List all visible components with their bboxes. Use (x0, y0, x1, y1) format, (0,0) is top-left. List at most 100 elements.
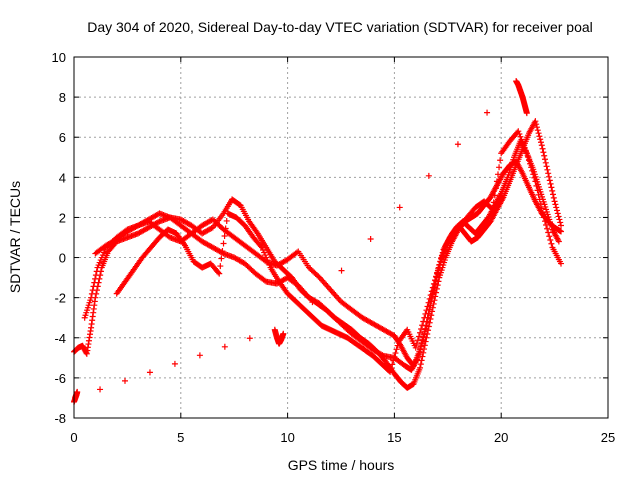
data-point (93, 268, 100, 275)
data-point (539, 209, 546, 216)
data-point (535, 191, 542, 198)
data-point (393, 346, 400, 353)
data-point (528, 164, 535, 171)
data-point (392, 350, 399, 357)
data-point (218, 255, 225, 262)
data-point (554, 210, 561, 217)
data-point (549, 187, 556, 194)
data-point (387, 368, 394, 375)
data-point (524, 153, 531, 160)
data-point (223, 217, 230, 224)
data-point (89, 287, 96, 294)
data-point (537, 136, 544, 143)
data-point (261, 277, 268, 284)
data-point (517, 133, 524, 140)
plot-frame (73, 56, 609, 419)
data-point (72, 394, 79, 401)
data-point (217, 263, 224, 270)
data-point (338, 267, 345, 274)
y-tick-label: -4 (54, 331, 66, 346)
data-point (548, 240, 555, 247)
data-point (496, 164, 503, 171)
data-point (420, 334, 427, 341)
x-axis-label: GPS time / hours (288, 457, 395, 473)
data-points (71, 78, 565, 405)
data-point (519, 139, 526, 146)
data-point (121, 377, 128, 384)
data-point (133, 223, 140, 230)
data-point (436, 262, 443, 269)
data-point (551, 198, 558, 205)
chart-title: Day 304 of 2020, Sidereal Day-to-day VTE… (87, 19, 593, 35)
data-point (549, 191, 556, 198)
data-point (419, 353, 426, 360)
data-point (421, 331, 428, 338)
data-point (556, 216, 563, 223)
data-point (529, 167, 536, 174)
data-point (425, 172, 432, 179)
data-point (88, 290, 95, 297)
data-point (542, 159, 549, 166)
data-point (484, 109, 491, 116)
data-point (516, 130, 523, 137)
data-point (537, 139, 544, 146)
x-tick-label: 25 (601, 430, 615, 445)
data-point (545, 170, 552, 177)
y-tick-label: -6 (54, 371, 66, 386)
data-point (555, 213, 562, 220)
data-point (543, 163, 550, 170)
data-point (424, 303, 431, 310)
data-point (538, 205, 545, 212)
data-point (525, 157, 532, 164)
data-point (540, 214, 547, 221)
data-point (548, 184, 555, 191)
data-point (216, 270, 223, 277)
data-point (414, 337, 421, 344)
data-point (419, 322, 426, 329)
data-point (90, 283, 97, 290)
data-point (522, 147, 529, 154)
data-point (538, 142, 545, 149)
data-point (417, 346, 424, 353)
x-tick-label: 20 (494, 430, 508, 445)
series-track-d (113, 128, 565, 375)
data-point (396, 204, 403, 211)
x-tick-label: 5 (177, 430, 184, 445)
data-point (532, 118, 539, 125)
data-point (421, 328, 428, 335)
data-point (415, 333, 422, 340)
data-point (541, 152, 548, 159)
y-tick-label: -8 (54, 411, 66, 426)
data-point (533, 121, 540, 128)
y-tick-label: 0 (59, 251, 66, 266)
y-tick-label: 10 (52, 50, 66, 65)
data-point (535, 130, 542, 137)
data-point (518, 136, 525, 143)
data-point (547, 237, 554, 244)
data-point (550, 194, 557, 201)
data-point (540, 149, 547, 156)
data-point (533, 182, 540, 189)
x-axis-ticks: 0 5 10 15 20 25 (70, 57, 615, 445)
data-point (221, 232, 228, 239)
data-point (222, 225, 229, 232)
data-point (171, 360, 178, 367)
data-point (545, 173, 552, 180)
y-axis-label: SDTVAR / TECUs (7, 181, 23, 293)
data-point (493, 178, 500, 185)
data-point (427, 302, 434, 309)
data-point (536, 196, 543, 203)
y-tick-label: 2 (59, 210, 66, 225)
y-axis-ticks: -8 -6 -4 -2 0 2 4 6 8 10 (52, 50, 608, 426)
data-point (497, 157, 504, 164)
data-point (552, 201, 559, 208)
data-point (420, 349, 427, 356)
data-point (391, 353, 398, 360)
data-point (541, 218, 548, 225)
data-point (315, 273, 322, 280)
data-point (417, 329, 424, 336)
data-point (546, 177, 553, 184)
data-point (490, 199, 497, 206)
x-tick-label: 10 (280, 430, 294, 445)
